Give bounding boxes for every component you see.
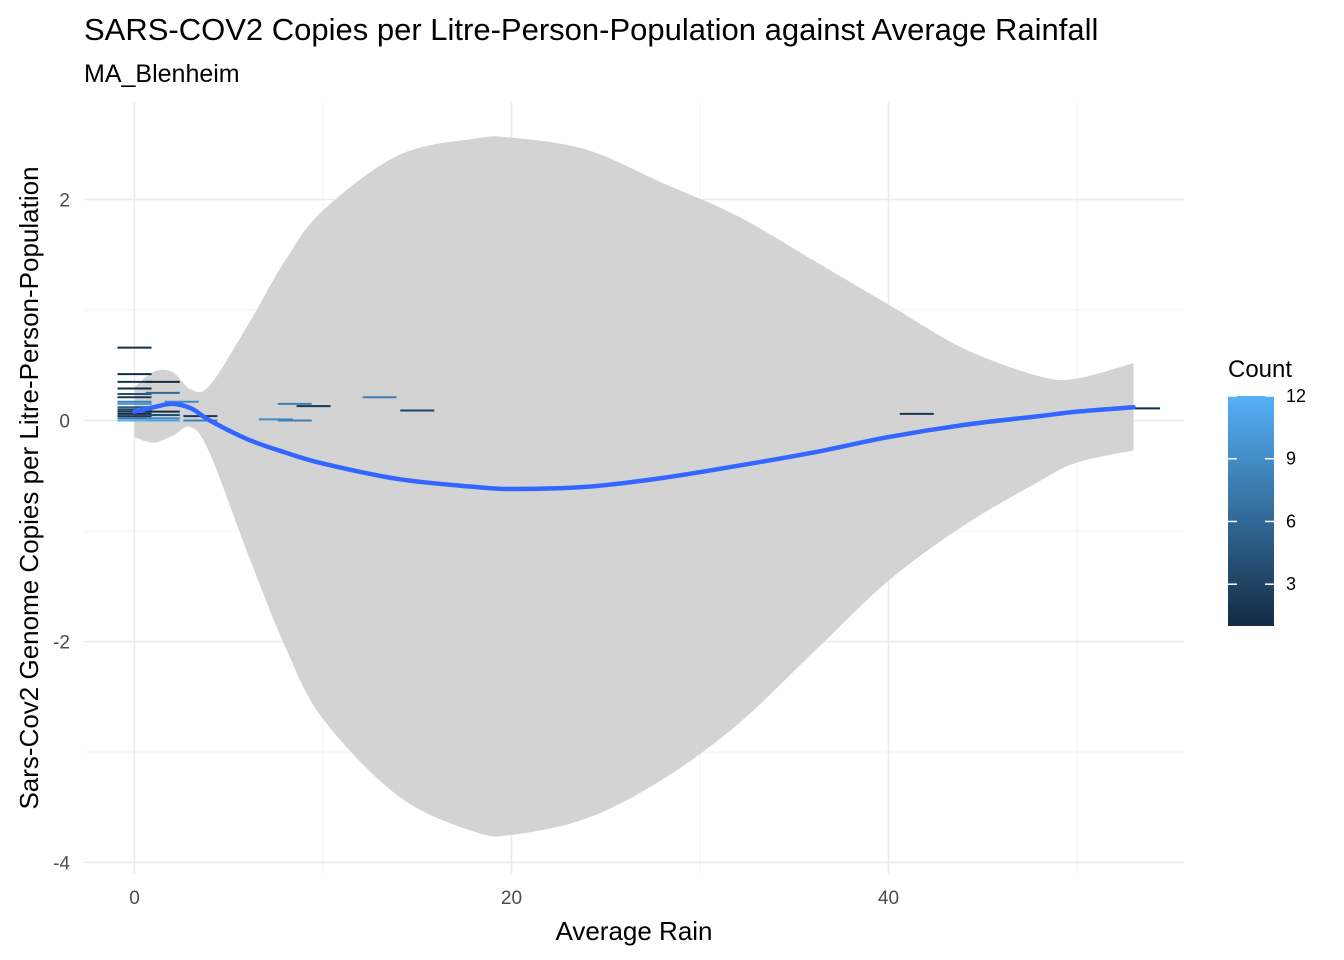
y-axis-ticks: -4 -2 0 2 xyxy=(53,191,70,875)
y-tick-label: -2 xyxy=(53,633,70,654)
smooth-trend-line xyxy=(132,401,1136,492)
y-axis-title: Sars-Cov2 Genome Copies per Litre-Person… xyxy=(14,166,44,809)
chart-title: SARS-COV2 Copies per Litre-Person-Popula… xyxy=(84,12,1099,47)
confidence-band-layer xyxy=(134,136,1134,837)
x-tick-label: 20 xyxy=(501,888,522,909)
legend-colorbar xyxy=(1228,396,1274,626)
x-tick-label: 40 xyxy=(878,888,899,909)
x-axis-title: Average Rain xyxy=(555,916,712,946)
x-axis-ticks: 0 20 40 xyxy=(129,888,899,909)
y-tick-label: -4 xyxy=(53,854,70,875)
y-tick-label: 0 xyxy=(59,412,70,433)
y-tick-label: 2 xyxy=(59,191,70,212)
chart-subtitle: MA_Blenheim xyxy=(84,60,240,88)
confidence-band xyxy=(134,136,1134,837)
legend-ticks: 3 6 9 12 xyxy=(1228,386,1306,594)
legend-title: Count xyxy=(1228,356,1292,383)
legend-tick-label: 9 xyxy=(1286,449,1296,469)
x-tick-label: 0 xyxy=(129,888,140,909)
legend: Count 3 6 9 12 xyxy=(1228,356,1306,626)
legend-tick-label: 12 xyxy=(1286,386,1306,406)
legend-tick-label: 6 xyxy=(1286,511,1296,531)
legend-tick-label: 3 xyxy=(1286,574,1296,594)
smooth-line-layer xyxy=(132,401,1136,492)
